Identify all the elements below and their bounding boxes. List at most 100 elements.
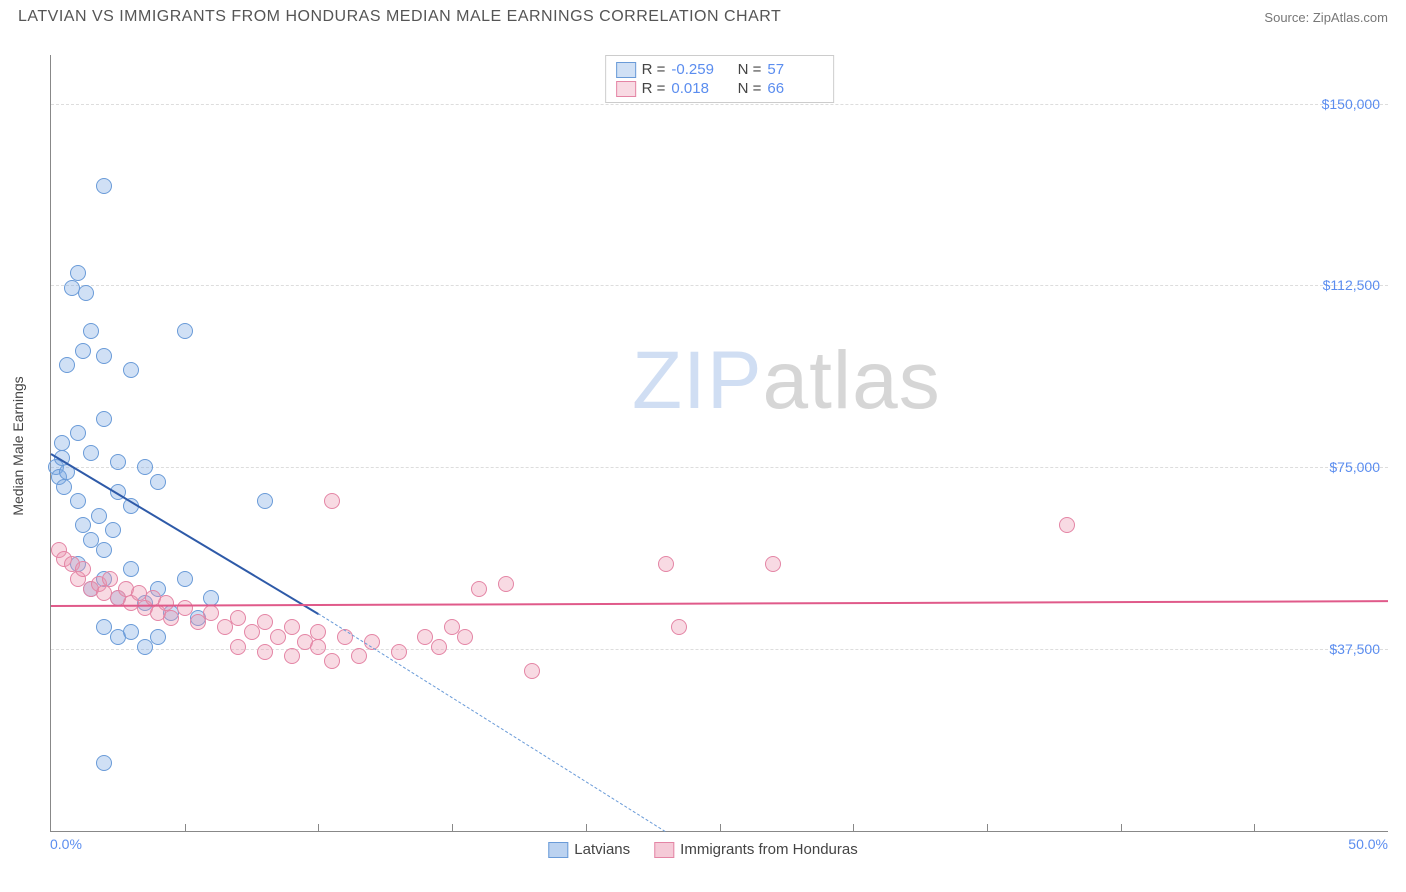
watermark: ZIPatlas [632, 334, 941, 428]
data-point [203, 605, 219, 621]
data-point [431, 639, 447, 655]
y-tick-label: $112,500 [1323, 277, 1380, 293]
data-point [257, 614, 273, 630]
data-point [137, 459, 153, 475]
x-axis-max: 50.0% [1348, 836, 1388, 852]
legend-item-honduras: Immigrants from Honduras [654, 841, 858, 858]
data-point [257, 493, 273, 509]
trend-line [51, 601, 1388, 608]
data-point [59, 357, 75, 373]
data-point [177, 600, 193, 616]
data-point [457, 629, 473, 645]
data-point [78, 285, 94, 301]
x-tick [853, 824, 854, 832]
data-point [284, 619, 300, 635]
data-point [70, 425, 86, 441]
data-point [102, 571, 118, 587]
data-point [96, 411, 112, 427]
series-legend: Latvians Immigrants from Honduras [548, 841, 857, 858]
data-point [658, 556, 674, 572]
source-label: Source: [1264, 10, 1309, 25]
swatch-icon [616, 81, 636, 97]
data-point [498, 576, 514, 592]
swatch-icon [654, 842, 674, 858]
x-tick [318, 824, 319, 832]
data-point [75, 517, 91, 533]
y-axis-label: Median Male Earnings [10, 376, 26, 515]
data-point [284, 648, 300, 664]
data-point [177, 323, 193, 339]
data-point [110, 454, 126, 470]
data-point [96, 348, 112, 364]
legend-label: Latvians [574, 841, 630, 858]
data-point [765, 556, 781, 572]
data-point [75, 561, 91, 577]
gridline [51, 467, 1388, 468]
x-tick [720, 824, 721, 832]
x-tick [185, 824, 186, 832]
watermark-atlas: atlas [763, 335, 941, 426]
data-point [351, 648, 367, 664]
data-point [310, 639, 326, 655]
r-value-honduras: 0.018 [671, 80, 727, 97]
trend-line-extrapolated [318, 613, 666, 832]
n-label: N = [733, 61, 761, 78]
data-point [524, 663, 540, 679]
swatch-icon [548, 842, 568, 858]
data-point [96, 178, 112, 194]
n-label: N = [733, 80, 761, 97]
legend-item-latvians: Latvians [548, 841, 630, 858]
legend-row-latvians: R = -0.259 N = 57 [616, 60, 824, 79]
data-point [96, 542, 112, 558]
x-tick [1254, 824, 1255, 832]
chart-title: LATVIAN VS IMMIGRANTS FROM HONDURAS MEDI… [18, 8, 781, 26]
data-point [70, 493, 86, 509]
n-value-latvians: 57 [767, 61, 823, 78]
data-point [177, 571, 193, 587]
y-tick-label: $150,000 [1322, 96, 1380, 112]
r-label: R = [642, 61, 666, 78]
data-point [54, 435, 70, 451]
data-point [471, 581, 487, 597]
data-point [75, 343, 91, 359]
x-tick [1121, 824, 1122, 832]
data-point [324, 653, 340, 669]
y-tick-label: $75,000 [1329, 459, 1380, 475]
source-link[interactable]: ZipAtlas.com [1313, 10, 1388, 25]
data-point [96, 755, 112, 771]
data-point [56, 479, 72, 495]
data-point [83, 323, 99, 339]
legend-row-honduras: R = 0.018 N = 66 [616, 79, 824, 98]
watermark-zip: ZIP [632, 335, 763, 426]
data-point [391, 644, 407, 660]
legend-label: Immigrants from Honduras [680, 841, 858, 858]
correlation-legend: R = -0.259 N = 57 R = 0.018 N = 66 [605, 55, 835, 103]
x-axis-min: 0.0% [50, 836, 82, 852]
data-point [324, 493, 340, 509]
data-point [105, 522, 121, 538]
x-tick [987, 824, 988, 832]
chart-header: LATVIAN VS IMMIGRANTS FROM HONDURAS MEDI… [0, 0, 1406, 30]
r-value-latvians: -0.259 [671, 61, 727, 78]
data-point [123, 561, 139, 577]
data-point [230, 639, 246, 655]
x-tick [452, 824, 453, 832]
data-point [257, 644, 273, 660]
gridline [51, 285, 1388, 286]
n-value-honduras: 66 [767, 80, 823, 97]
data-point [70, 265, 86, 281]
data-point [123, 624, 139, 640]
data-point [1059, 517, 1075, 533]
data-point [150, 474, 166, 490]
scatter-chart: R = -0.259 N = 57 R = 0.018 N = 66 ZIPat… [50, 55, 1388, 832]
data-point [671, 619, 687, 635]
gridline [51, 104, 1388, 105]
data-point [91, 508, 107, 524]
data-point [123, 362, 139, 378]
data-point [150, 629, 166, 645]
data-point [230, 610, 246, 626]
source-attribution: Source: ZipAtlas.com [1264, 10, 1388, 25]
x-tick [586, 824, 587, 832]
gridline [51, 649, 1388, 650]
data-point [83, 445, 99, 461]
